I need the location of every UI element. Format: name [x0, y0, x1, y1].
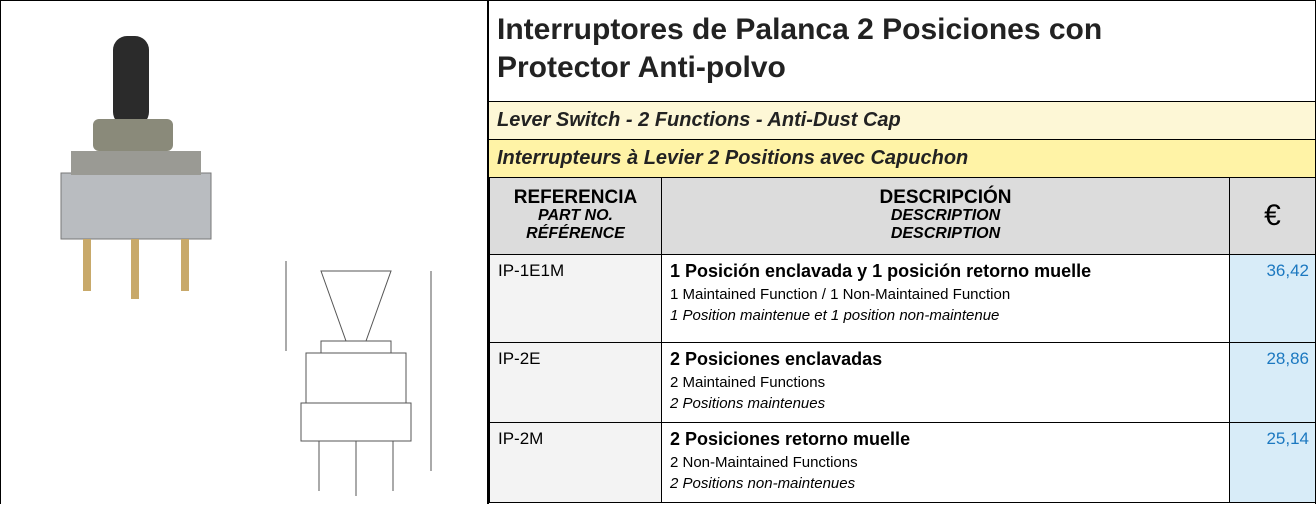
product-row: IP-2E 2 Posiciones enclavadas 2 Maintained…	[489, 342, 1316, 423]
product-row: IP-2M 2 Posiciones retorno muelle 2 Non-Ma…	[489, 422, 1316, 503]
header-fr: DESCRIPTION	[890, 225, 1001, 242]
desc-en: 2 Maintained Functions	[670, 374, 826, 391]
title: Interruptores de Palanca 2 Posiciones co…	[489, 1, 1315, 101]
desc-en: 2 Non-Maintained Functions	[670, 454, 858, 471]
product-info: Interruptores de Palanca 2 Posiciones co…	[489, 1, 1316, 504]
desc-es: 2 Posiciones enclavadas	[670, 349, 883, 369]
desc-en: 1 Maintained Function / 1 Non-Maintained…	[670, 286, 1011, 303]
desc-fr: 1 Position maintenue et 1 position non-m…	[670, 307, 1000, 324]
subtitle-en: Lever Switch - 2 Functions - Anti-Dust C…	[489, 101, 1315, 139]
header-row: REFERENCIA PART NO. RÉFÉRENCE DESCRIPCIÓN D…	[489, 177, 1316, 255]
price: 25,14	[1229, 422, 1316, 503]
description: 2 Posiciones retorno muelle 2 Non-Maintai…	[661, 422, 1230, 503]
product-images	[1, 1, 489, 504]
product-table: REFERENCIA PART NO. RÉFÉRENCE DESCRIPCIÓN D…	[489, 177, 1316, 503]
header-en: DESCRIPTION	[890, 207, 1001, 224]
product-row: IP-1E1M 1 Posición enclavada y 1 posición…	[489, 254, 1316, 343]
description: 2 Posiciones enclavadas 2 Maintained Func…	[661, 342, 1230, 423]
subtitle-fr: Interrupteurs à Levier 2 Positions avec …	[489, 139, 1315, 177]
header-es: REFERENCIA	[513, 187, 638, 208]
title-text: Interruptores de Palanca 2 Posiciones co…	[497, 13, 1103, 84]
switch-illustration	[60, 36, 432, 496]
desc-fr: 2 Positions non-maintenues	[670, 475, 856, 492]
header-cell: REFERENCIA PART NO. RÉFÉRENCE	[489, 177, 662, 255]
part-number: IP-1E1M	[489, 254, 662, 343]
header-cell: €	[1229, 177, 1316, 255]
description: 1 Posición enclavada y 1 posición retorn…	[661, 254, 1230, 343]
rows: IP-1E1M 1 Posición enclavada y 1 posición…	[489, 254, 1316, 503]
part-number: IP-2M	[489, 422, 662, 503]
header-es: DESCRIPCIÓN	[879, 187, 1012, 208]
price: 28,86	[1229, 342, 1316, 423]
desc-fr: 2 Positions maintenues	[670, 395, 826, 412]
header-cell: DESCRIPCIÓN DESCRIPTION DESCRIPTION	[661, 177, 1230, 255]
header-en: PART NO.	[538, 207, 613, 224]
header-fr: RÉFÉRENCE	[526, 225, 625, 242]
desc-es: 2 Posiciones retorno muelle	[670, 429, 911, 449]
price: 36,42	[1229, 254, 1316, 343]
part-number: IP-2E	[489, 342, 662, 423]
desc-es: 1 Posición enclavada y 1 posición retorn…	[670, 261, 1092, 281]
currency: €	[1264, 199, 1281, 232]
